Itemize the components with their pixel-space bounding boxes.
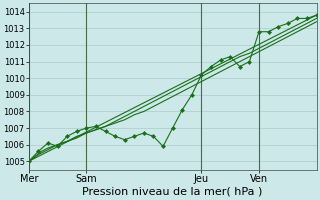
- X-axis label: Pression niveau de la mer( hPa ): Pression niveau de la mer( hPa ): [83, 187, 263, 197]
